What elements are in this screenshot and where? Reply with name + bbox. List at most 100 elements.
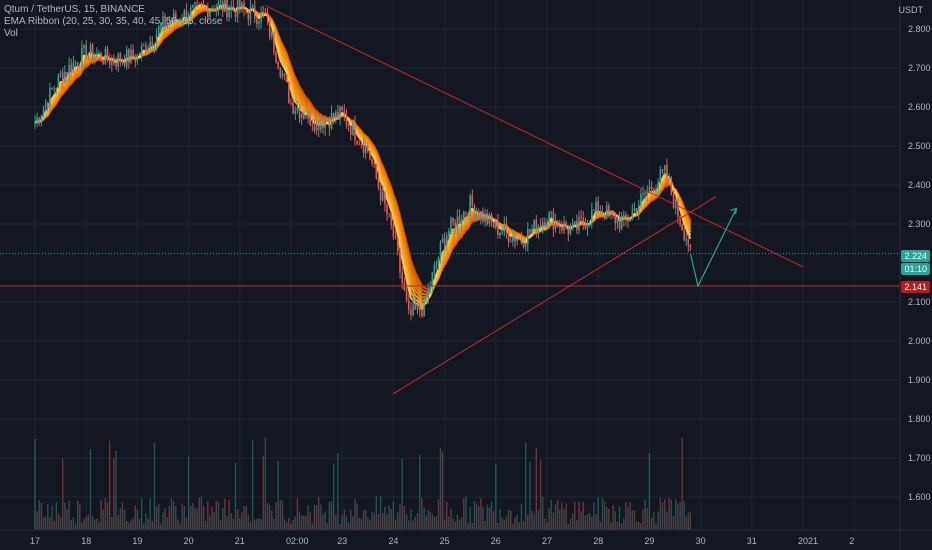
price-tick-label: 2.400 — [908, 180, 931, 190]
volume-bar — [495, 463, 497, 530]
volume-bar — [352, 516, 354, 530]
candle-body — [394, 236, 397, 239]
projection-arrowhead[interactable] — [730, 207, 738, 215]
candle-body — [68, 64, 70, 76]
candle-body — [482, 211, 484, 222]
candle-body — [209, 10, 211, 17]
volume-bar — [514, 517, 516, 530]
ema-ribbon-label[interactable]: EMA Ribbon (20, 25, 30, 35, 40, 45, 50, … — [4, 16, 223, 27]
candle-body — [679, 216, 681, 226]
volume-bar — [544, 518, 546, 530]
candle-body — [608, 205, 610, 213]
volume-bar — [290, 523, 292, 530]
candle-body — [211, 9, 213, 11]
volume-bar — [53, 520, 55, 530]
volume-bar — [661, 502, 664, 530]
volume-bar — [659, 497, 662, 530]
candle-body — [588, 223, 591, 225]
candle-body — [425, 296, 427, 298]
projection-path[interactable] — [689, 208, 737, 288]
candle-body — [81, 47, 83, 68]
candle-body — [473, 206, 476, 218]
volume-bar — [347, 522, 350, 530]
volume-bar — [96, 518, 98, 530]
candle-body — [294, 110, 297, 114]
volume-bar — [595, 514, 597, 530]
volume-bar — [685, 516, 687, 530]
volume-bar — [350, 509, 352, 530]
volume-bar — [458, 519, 461, 530]
candle-body — [40, 115, 43, 123]
volume-bar — [119, 508, 122, 530]
volume-bar — [403, 505, 406, 530]
candle-body — [364, 145, 367, 154]
volume-bar — [66, 508, 68, 530]
trendline[interactable] — [393, 196, 717, 395]
volume-bar — [394, 519, 397, 530]
volume-bar — [480, 498, 482, 530]
candle-body — [450, 218, 452, 232]
time-tick-label: 30 — [696, 536, 706, 546]
candle-body — [356, 140, 358, 144]
volume-bar — [435, 516, 438, 530]
symbol-label[interactable]: Qtum / TetherUS, 15, BINANCE — [4, 4, 145, 15]
volume-bar — [313, 504, 316, 530]
volume-bar — [384, 506, 386, 530]
candle-body — [495, 221, 497, 228]
volume-bar — [91, 516, 94, 530]
candle-body — [221, 1, 224, 12]
candle-body — [548, 213, 550, 224]
candle-body — [509, 241, 512, 243]
volume-bar — [266, 503, 269, 530]
volume-bar — [446, 502, 448, 530]
volume-bar — [42, 517, 45, 530]
volume-bar — [268, 504, 271, 530]
volume-bar — [405, 513, 408, 530]
candle-body — [307, 110, 309, 119]
candle-body — [571, 224, 574, 229]
time-tick-label: 2021 — [798, 536, 818, 546]
volume-bar — [185, 517, 188, 530]
volume-bar — [241, 512, 243, 530]
volume-bar — [488, 507, 491, 530]
candle-body — [471, 195, 474, 207]
trendline[interactable] — [265, 5, 804, 268]
candle-body — [358, 143, 361, 145]
candle-body — [546, 223, 548, 228]
volume-bar — [591, 516, 593, 530]
price-tick-label: 2.000 — [908, 336, 931, 346]
candle-body — [213, 9, 215, 12]
candle-body — [554, 220, 557, 230]
candle-body — [441, 238, 444, 243]
volume-bar — [128, 522, 130, 530]
volume-bar — [548, 507, 550, 530]
candle-body — [465, 211, 467, 214]
candle-body — [552, 211, 555, 230]
volume-bar — [245, 505, 247, 530]
price-tick-label: 1.600 — [908, 492, 931, 502]
candle-body — [435, 263, 438, 266]
candle-body — [337, 112, 339, 120]
candle-body — [392, 225, 395, 237]
trend-lines[interactable] — [0, 5, 900, 395]
volume-bar — [646, 508, 648, 530]
volume-bar — [230, 513, 232, 530]
volume-bar — [358, 517, 360, 530]
volume-bar — [328, 501, 331, 530]
volume-bar — [650, 517, 653, 530]
volume-bar — [677, 503, 679, 530]
volume-bar — [550, 499, 552, 530]
candle-body — [290, 102, 292, 104]
volume-bar — [533, 513, 535, 530]
candle-body — [625, 214, 627, 219]
price-tick-label: 2.100 — [908, 297, 931, 307]
volume-label[interactable]: Vol — [4, 28, 18, 39]
volume-bar — [416, 512, 419, 530]
volume-bar — [542, 496, 544, 530]
volume-bar — [219, 520, 222, 530]
candle-body — [659, 169, 662, 183]
volume-bar — [162, 512, 164, 530]
candle-body — [412, 304, 414, 316]
candle-body — [57, 74, 60, 88]
